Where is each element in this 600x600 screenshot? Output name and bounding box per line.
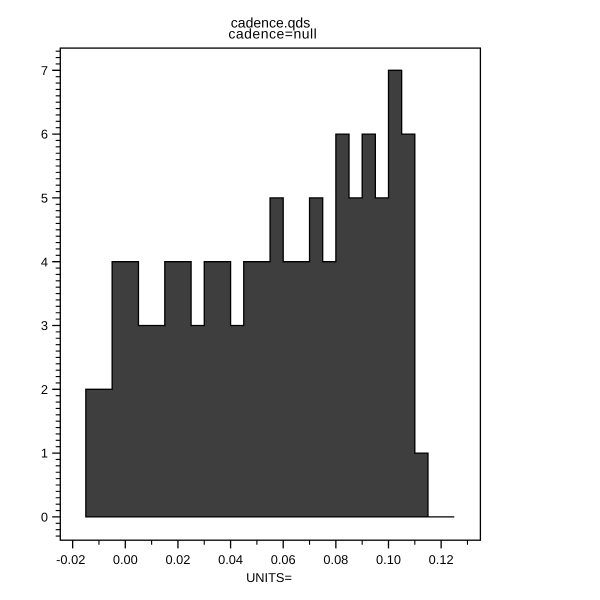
svg-text:0.08: 0.08 (323, 552, 348, 567)
svg-text:3: 3 (41, 318, 48, 333)
svg-text:4: 4 (41, 254, 48, 269)
svg-text:cadence.qds: cadence.qds (231, 15, 310, 31)
svg-text:0.10: 0.10 (376, 552, 401, 567)
svg-text:cadence=null: cadence=null (228, 25, 317, 41)
svg-text:0.06: 0.06 (271, 552, 296, 567)
svg-text:1: 1 (41, 446, 48, 461)
svg-text:-0.02: -0.02 (56, 552, 85, 567)
svg-text:UNITS=: UNITS= (246, 570, 292, 585)
svg-text:0.00: 0.00 (113, 552, 138, 567)
svg-text:2: 2 (41, 382, 48, 397)
svg-text:0.02: 0.02 (165, 552, 190, 567)
svg-text:5: 5 (41, 191, 48, 206)
svg-text:7: 7 (41, 63, 48, 78)
svg-text:0.04: 0.04 (218, 552, 243, 567)
svg-text:6: 6 (41, 127, 48, 142)
svg-text:0: 0 (41, 510, 48, 525)
svg-text:0.12: 0.12 (429, 552, 454, 567)
